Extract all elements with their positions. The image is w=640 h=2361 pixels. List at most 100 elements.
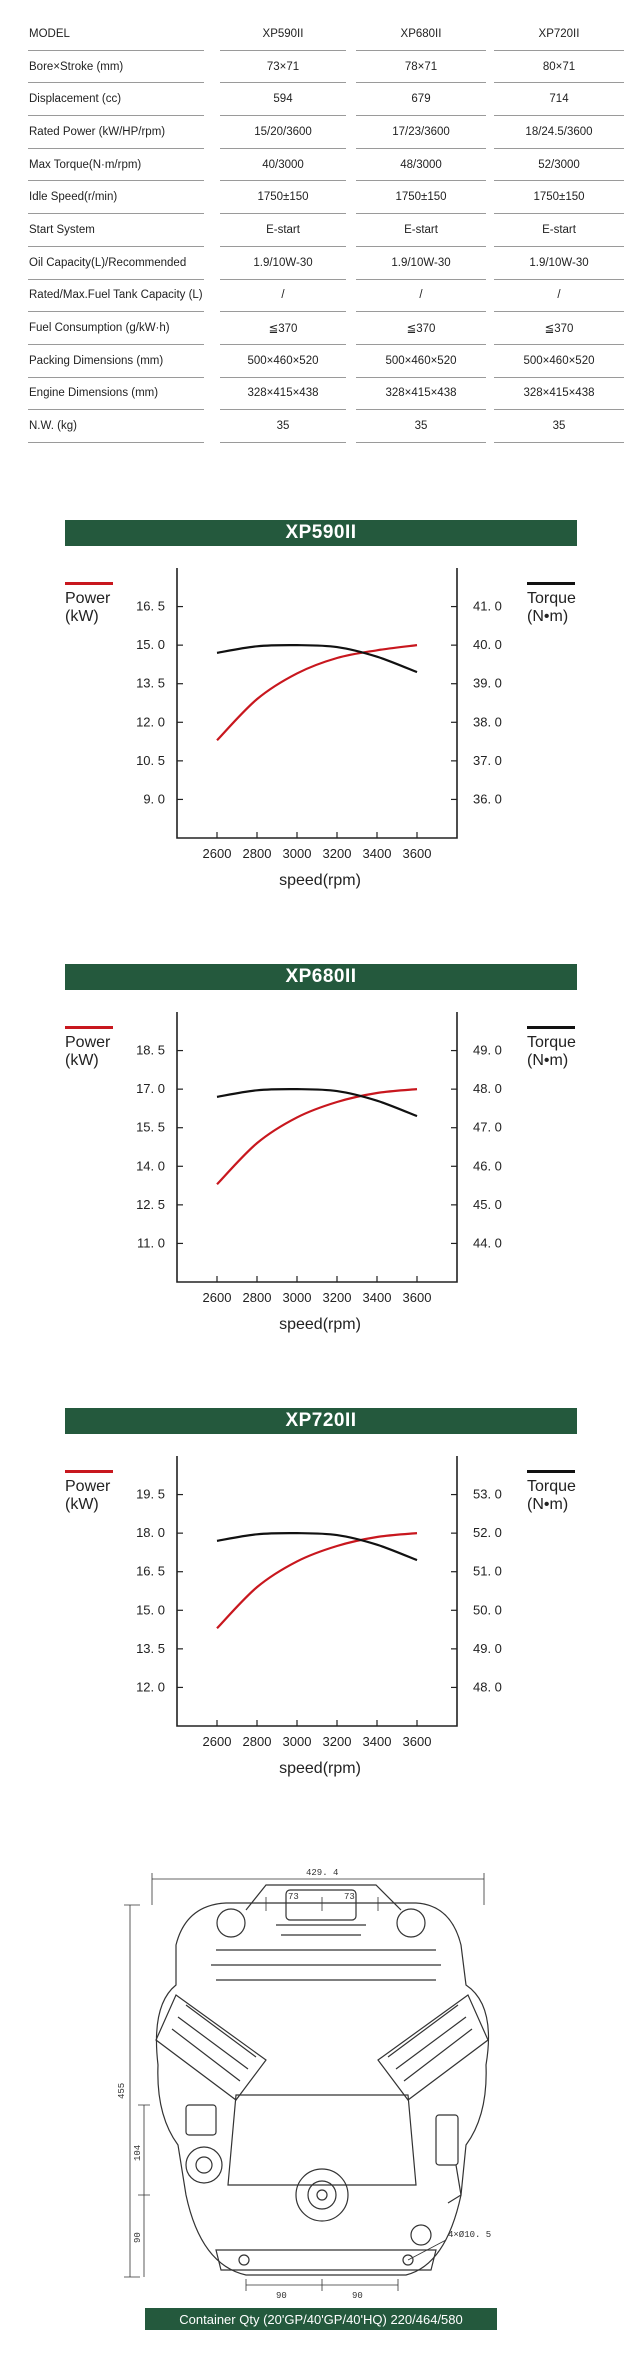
x-tick-label: 3400: [363, 846, 392, 861]
y-right-tick-label: 40. 0: [473, 637, 502, 652]
dim-bottom-right: 90: [352, 2291, 363, 2301]
y-left-tick-label: 9. 0: [143, 791, 165, 806]
spec-row-value: 52/3000: [494, 149, 624, 182]
y-right-tick-label: 48. 0: [473, 1081, 502, 1096]
dim-top-right: 73: [344, 1892, 355, 1902]
spec-header-row: MODEL XP590II XP680II XP720II: [28, 18, 624, 51]
torque-legend-label: Torque: [527, 590, 576, 607]
power-legend-line: [65, 1026, 113, 1029]
spec-row: Fuel Consumption (g/kW·h) ≦370 ≦370 ≦370: [28, 312, 624, 345]
x-axis-label: speed(rpm): [279, 1760, 361, 1777]
spec-row-value: 48/3000: [356, 149, 486, 182]
x-tick-label: 2600: [203, 1734, 232, 1749]
x-tick-label: 2600: [203, 1290, 232, 1305]
spec-row-value: 1.9/10W-30: [220, 247, 346, 280]
spec-row: Displacement (cc) 594 679 714: [28, 83, 624, 117]
y-right-tick-label: 47. 0: [473, 1120, 502, 1135]
y-left-tick-label: 16. 5: [136, 1564, 165, 1579]
container-qty-bar: Container Qty (20'GP/40'GP/40'HQ) 220/46…: [145, 2308, 497, 2330]
chart-plot: 2600 2800 3000 3200 3400 3600 19. 5 18. 0 16. 5 1…: [136, 1456, 502, 1749]
spec-row-value: E-start: [494, 214, 624, 247]
y-left-tick-label: 19. 5: [136, 1487, 165, 1502]
y-left-tick-label: 18. 0: [136, 1525, 165, 1540]
spec-row-value: 40/3000: [220, 149, 346, 182]
spec-row-label: Engine Dimensions (mm): [28, 378, 204, 411]
spec-row-label: Bore×Stroke (mm): [28, 51, 204, 84]
chart-xp590ii: XP590II Power (kW) Torque (N•m) 2600 2800 3000 3…: [0, 520, 640, 940]
power-series-line: [216, 1532, 418, 1630]
chart-xp720ii: XP720II Power (kW) Torque (N•m) 2600 2800 3000 3…: [0, 1408, 640, 1828]
torque-legend-label: Torque: [527, 1034, 576, 1051]
x-tick-label: 2800: [243, 1734, 272, 1749]
y-left-tick-label: 14. 0: [136, 1158, 165, 1173]
spec-row-label: Rated Power (kW/HP/rpm): [28, 116, 204, 149]
spec-row-value: 500×460×520: [356, 345, 486, 378]
power-legend-unit: (kW): [65, 608, 99, 625]
spec-row-value: 328×415×438: [220, 378, 346, 411]
y-left-tick-label: 12. 0: [136, 1679, 165, 1694]
spec-row-value: 78×71: [356, 51, 486, 84]
y-left-tick-label: 16. 5: [136, 599, 165, 614]
spec-row-value: 679: [356, 83, 486, 117]
spec-row-value: 1750±150: [494, 181, 624, 215]
y-left-tick-label: 15. 0: [136, 637, 165, 652]
spec-row-label: Displacement (cc): [28, 83, 204, 117]
y-left-tick-label: 17. 0: [136, 1081, 165, 1096]
spec-row-value: 80×71: [494, 51, 624, 84]
chart-frame: [176, 568, 458, 839]
x-tick-label: 3200: [323, 1734, 352, 1749]
spec-row-value: 500×460×520: [220, 345, 346, 378]
x-tick-label: 3000: [283, 1290, 312, 1305]
power-legend-label: Power: [65, 590, 111, 607]
spec-row-value: 15/20/3600: [220, 116, 346, 149]
spec-header-label: MODEL: [28, 18, 204, 51]
x-tick-label: 3000: [283, 1734, 312, 1749]
x-tick-label: 3400: [363, 1290, 392, 1305]
y-left-tick-label: 13. 5: [136, 676, 165, 691]
x-axis-label: speed(rpm): [279, 872, 361, 889]
torque-legend-line: [527, 1026, 575, 1029]
spec-row-value: 1750±150: [356, 181, 486, 215]
dim-mid: 104: [133, 2145, 143, 2161]
torque-legend-unit: (N•m): [527, 1496, 569, 1513]
power-legend-label: Power: [65, 1478, 111, 1495]
y-left-tick-label: 15. 0: [136, 1602, 165, 1617]
chart-frame: [176, 1456, 458, 1727]
spec-row-value: 35: [494, 410, 624, 443]
power-series-line: [216, 644, 418, 742]
chart-plot: 2600 2800 3000 3200 3400 3600 18. 5 17. 0 15. 5 1…: [136, 1012, 502, 1305]
spec-row-value: 1.9/10W-30: [356, 247, 486, 280]
torque-legend-label: Torque: [527, 1478, 576, 1495]
spec-row-value: 714: [494, 83, 624, 117]
y-left-tick-label: 15. 5: [136, 1120, 165, 1135]
torque-series-line: [216, 1087, 418, 1118]
y-left-tick-label: 10. 5: [136, 753, 165, 768]
spec-row: Packing Dimensions (mm) 500×460×520 500×46…: [28, 345, 624, 378]
spec-row-value: ≦370: [494, 312, 624, 345]
y-right-tick-label: 36. 0: [473, 791, 502, 806]
x-tick-label: 3600: [403, 846, 432, 861]
y-right-tick-label: 51. 0: [473, 1564, 502, 1579]
dim-low: 90: [133, 2232, 143, 2243]
power-series-line: [216, 1088, 418, 1186]
spec-row-value: 328×415×438: [356, 378, 486, 411]
spec-row-label: Packing Dimensions (mm): [28, 345, 204, 378]
y-right-tick-label: 49. 0: [473, 1641, 502, 1656]
spec-rows: Bore×Stroke (mm) 73×71 78×71 80×71 Displacem…: [28, 51, 624, 443]
spec-table: MODEL XP590II XP680II XP720II Bore×Strok…: [28, 18, 624, 443]
spec-row-value: /: [220, 280, 346, 313]
spec-row: Idle Speed(r/min) 1750±150 1750±150 1750±15…: [28, 181, 624, 215]
container-qty-text: Container Qty (20'GP/40'GP/40'HQ) 220/46…: [179, 2311, 463, 2327]
power-legend-unit: (kW): [65, 1052, 99, 1069]
spec-row-value: ≦370: [356, 312, 486, 345]
x-axis-label: speed(rpm): [279, 1316, 361, 1333]
chart-title-banner: XP680II: [65, 964, 577, 990]
spec-row-value: 18/24.5/3600: [494, 116, 624, 149]
spec-row-label: Idle Speed(r/min): [28, 181, 204, 215]
spec-row: N.W. (kg) 35 35 35: [28, 410, 624, 443]
spec-row-label: Rated/Max.Fuel Tank Capacity (L): [28, 280, 204, 313]
spec-row-value: 328×415×438: [494, 378, 624, 411]
engine-line-drawing: 429. 4 73 73 455 104 90 90 90 4×Ø10. 5: [117, 1868, 491, 2301]
spec-row-value: ≦370: [220, 312, 346, 345]
x-tick-label: 3400: [363, 1734, 392, 1749]
